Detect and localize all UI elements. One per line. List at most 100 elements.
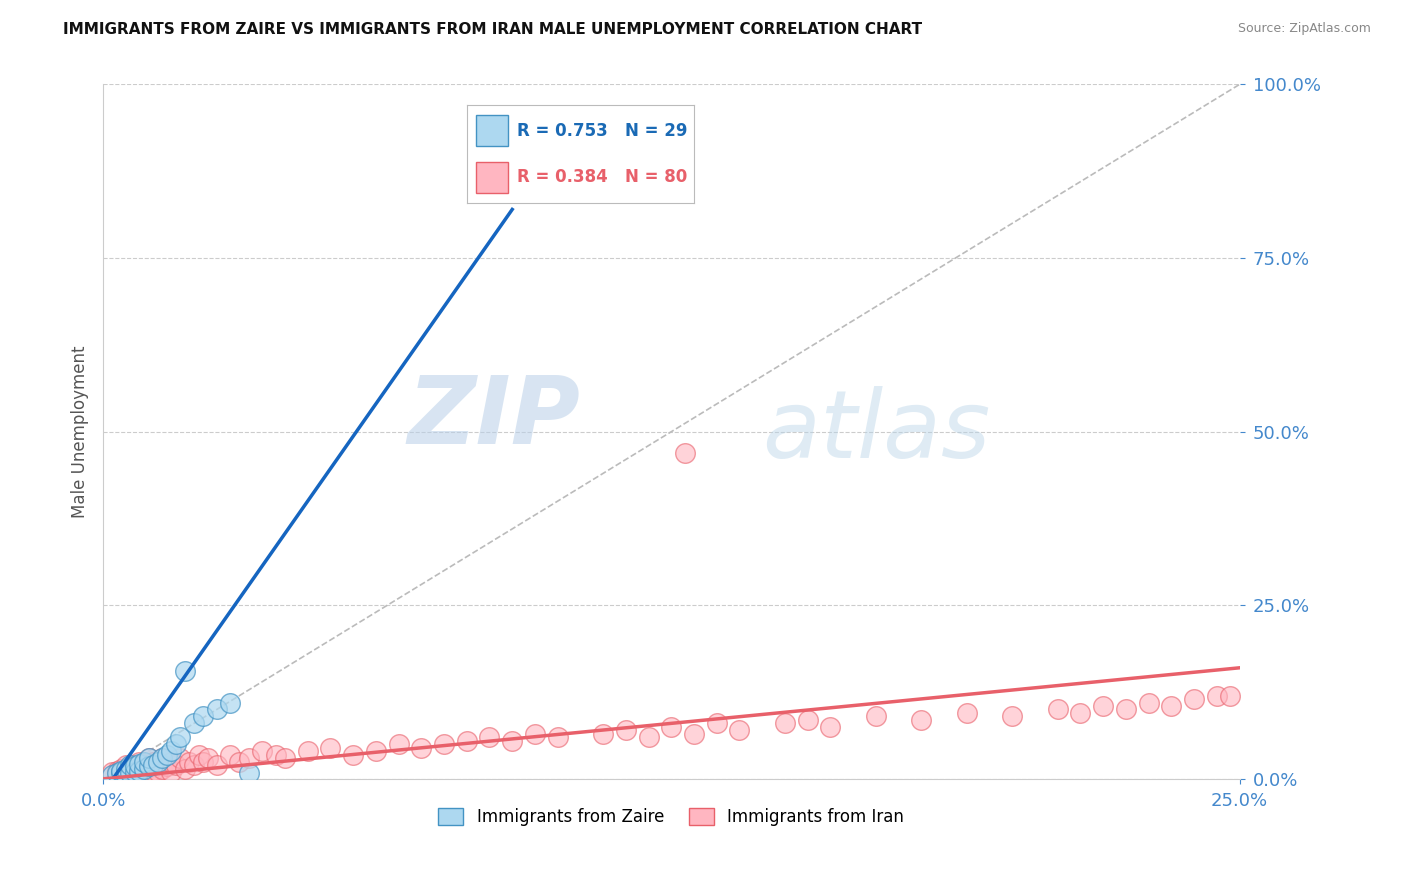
Point <box>1046 702 1069 716</box>
Point <box>132 764 155 779</box>
Point <box>773 716 796 731</box>
Point <box>128 756 150 771</box>
Point <box>1092 698 1115 713</box>
Point <box>174 762 197 776</box>
Point <box>197 751 219 765</box>
Y-axis label: Male Unemployment: Male Unemployment <box>72 345 89 518</box>
Point <box>673 445 696 459</box>
Point <box>156 747 179 762</box>
Point <box>138 751 160 765</box>
Point <box>319 740 342 755</box>
Point <box>110 764 132 779</box>
Point <box>110 764 132 778</box>
Point <box>105 764 128 778</box>
Point <box>183 716 205 731</box>
Point <box>683 727 706 741</box>
Point <box>142 764 165 778</box>
Point <box>146 764 169 779</box>
Point <box>115 758 138 772</box>
Point <box>115 768 138 782</box>
Point <box>138 766 160 780</box>
Point <box>219 696 242 710</box>
Point <box>820 720 842 734</box>
Point <box>274 751 297 765</box>
Point <box>115 766 138 780</box>
Point <box>138 759 160 773</box>
Point <box>132 762 155 776</box>
Text: atlas: atlas <box>762 386 990 477</box>
Point <box>456 733 478 747</box>
Point <box>120 766 142 780</box>
Point <box>342 747 364 762</box>
Point <box>637 731 659 745</box>
Point <box>238 766 260 780</box>
Point <box>150 751 173 765</box>
Point <box>1205 689 1227 703</box>
Point <box>138 751 160 765</box>
Point <box>228 755 250 769</box>
Point <box>501 733 523 747</box>
Point <box>614 723 637 738</box>
Point <box>165 758 187 772</box>
Point <box>142 755 165 769</box>
Point <box>796 713 818 727</box>
Point <box>160 755 183 769</box>
Point <box>115 762 138 776</box>
Point <box>1137 696 1160 710</box>
Point <box>956 706 979 720</box>
Point <box>132 755 155 769</box>
Point <box>110 762 132 776</box>
Point <box>1219 689 1241 703</box>
Point <box>124 766 146 780</box>
Point <box>387 737 409 751</box>
Point <box>523 727 546 741</box>
Point <box>120 764 142 779</box>
Point <box>128 764 150 778</box>
Point <box>160 744 183 758</box>
Point <box>1160 698 1182 713</box>
Point <box>120 759 142 773</box>
Point <box>124 758 146 772</box>
Legend: Immigrants from Zaire, Immigrants from Iran: Immigrants from Zaire, Immigrants from I… <box>432 802 911 833</box>
Point <box>101 768 124 782</box>
Point <box>150 762 173 776</box>
Point <box>1069 706 1091 720</box>
Point <box>138 759 160 773</box>
Point <box>142 758 165 772</box>
Point <box>547 731 569 745</box>
Point <box>1182 692 1205 706</box>
Point <box>105 766 128 780</box>
Point <box>433 737 456 751</box>
Point <box>169 751 191 765</box>
Point <box>264 747 287 762</box>
Point <box>865 709 887 723</box>
Point <box>183 758 205 772</box>
Point <box>128 762 150 776</box>
Point <box>124 759 146 773</box>
Point <box>169 731 191 745</box>
Point <box>191 709 214 723</box>
Point <box>105 766 128 780</box>
Point <box>124 764 146 779</box>
Point <box>659 720 682 734</box>
Point <box>411 740 433 755</box>
Point <box>297 744 319 758</box>
Point <box>120 758 142 772</box>
Text: Source: ZipAtlas.com: Source: ZipAtlas.com <box>1237 22 1371 36</box>
Point <box>910 713 932 727</box>
Point <box>191 755 214 769</box>
Text: IMMIGRANTS FROM ZAIRE VS IMMIGRANTS FROM IRAN MALE UNEMPLOYMENT CORRELATION CHAR: IMMIGRANTS FROM ZAIRE VS IMMIGRANTS FROM… <box>63 22 922 37</box>
Point <box>252 744 274 758</box>
Point <box>478 731 501 745</box>
Point <box>592 727 614 741</box>
Point <box>150 751 173 765</box>
Point <box>205 702 228 716</box>
Point <box>110 764 132 779</box>
Point <box>156 759 179 773</box>
Point <box>205 758 228 772</box>
Point <box>728 723 751 738</box>
Point <box>115 762 138 776</box>
Point <box>706 716 728 731</box>
Point <box>1001 709 1024 723</box>
Point <box>128 768 150 782</box>
